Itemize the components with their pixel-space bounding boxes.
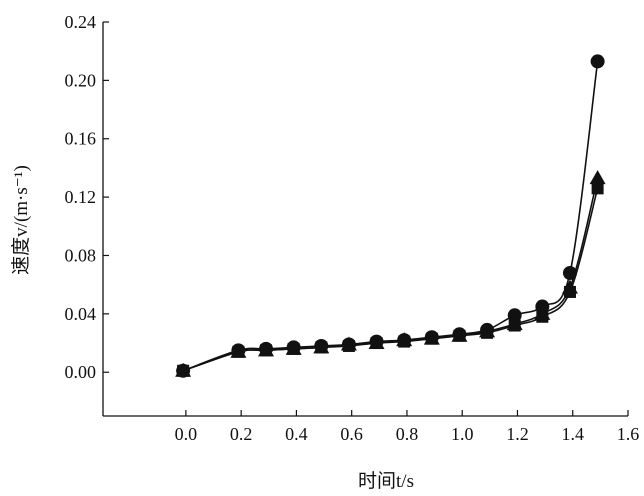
- y-tick-label: 0.16: [65, 129, 97, 149]
- data-point-circle: [231, 343, 246, 358]
- y-tick-label: 0.08: [65, 245, 97, 265]
- y-tick-label: 0.00: [65, 362, 97, 382]
- axes: [102, 22, 628, 417]
- data-point-circle: [535, 299, 550, 314]
- series-line: [182, 61, 599, 372]
- data-point-triangle: [561, 279, 578, 294]
- data-point-circle: [452, 327, 467, 342]
- y-tick-label: 0.12: [65, 187, 97, 207]
- data-point-circle: [507, 308, 522, 323]
- x-axis-title: 时间t/s: [358, 470, 414, 492]
- x-tick-label: 0.0: [175, 424, 198, 444]
- data-point-circle: [314, 338, 329, 353]
- data-point-circle: [562, 265, 577, 280]
- data-point-circle: [341, 337, 356, 352]
- data-point-circle: [397, 333, 412, 348]
- x-tick-label: 0.2: [230, 424, 253, 444]
- x-axis-ticks: 0.0 0.2 0.4 0.6 0.8 1.0 1.2 1.4 1.6: [175, 410, 640, 444]
- y-tick-label: 0.04: [65, 304, 97, 324]
- x-tick-label: 1.0: [451, 424, 474, 444]
- data-point-circle: [590, 54, 605, 69]
- y-axis-title: 速度v/(m·s⁻¹): [10, 165, 32, 275]
- x-tick-label: 1.2: [506, 424, 529, 444]
- data-point-circle: [286, 340, 301, 355]
- y-axis-ticks: 0.00 0.04 0.08 0.12 0.16 0.20 0.24: [65, 12, 109, 382]
- x-tick-label: 0.4: [285, 424, 308, 444]
- data-point-triangle: [506, 316, 523, 331]
- data-point-circle: [176, 363, 191, 378]
- x-tick-label: 1.6: [617, 424, 640, 444]
- x-tick-label: 1.4: [561, 424, 584, 444]
- data-point-circle: [480, 322, 495, 337]
- series-line: [182, 188, 599, 372]
- series-circle: [176, 54, 605, 378]
- data-point-square: [591, 182, 604, 195]
- data-point-circle: [424, 330, 439, 345]
- y-tick-label: 0.20: [65, 70, 97, 90]
- y-tick-label: 0.24: [65, 12, 97, 32]
- series-line: [182, 177, 599, 372]
- x-tick-label: 0.6: [340, 424, 363, 444]
- x-tick-label: 0.8: [396, 424, 419, 444]
- data-point-triangle: [589, 170, 606, 185]
- data-point-circle: [259, 341, 274, 356]
- series-layer: [175, 54, 606, 378]
- data-point-circle: [369, 334, 384, 349]
